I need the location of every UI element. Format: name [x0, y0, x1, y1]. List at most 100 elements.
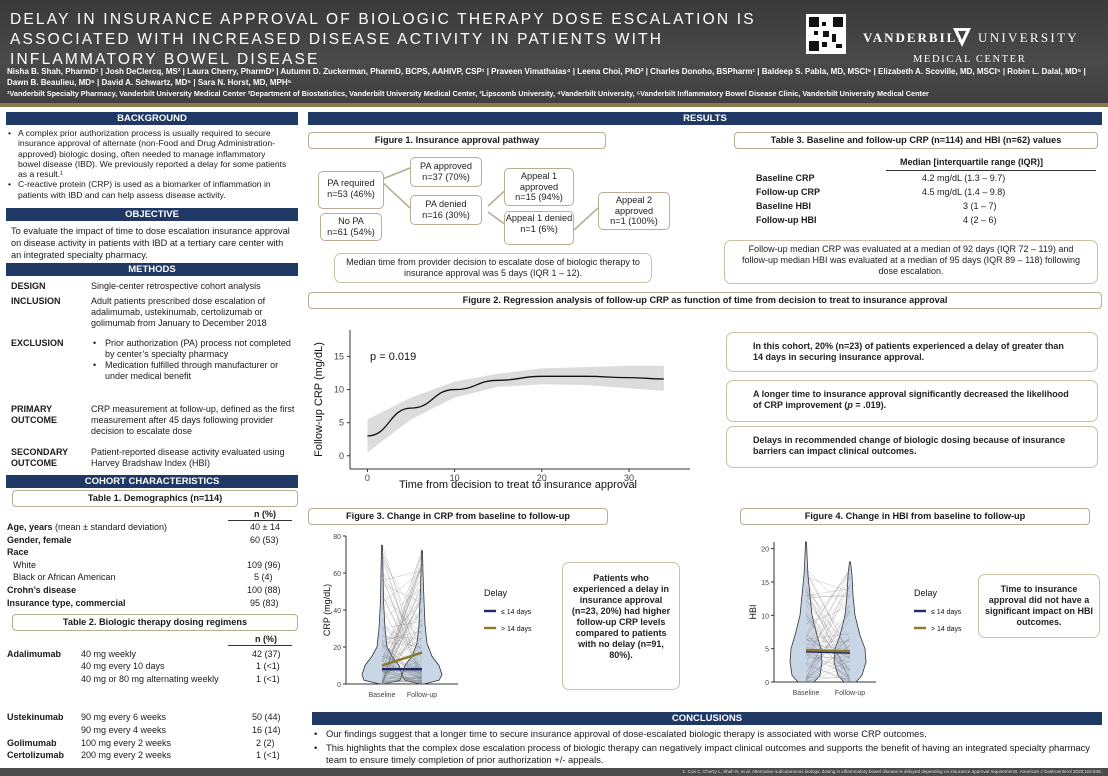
table2-col-header: n (%) [255, 634, 277, 644]
regimen-value: 50 (44) [252, 712, 281, 722]
ustekinumab-label: Ustekinumab [7, 712, 64, 722]
exclusion-list: Prior authorization (PA) process not com… [91, 338, 294, 382]
gender-value: 60 (53) [250, 535, 279, 545]
section-objective-header: OBJECTIVE [6, 208, 298, 221]
patient-line [381, 589, 423, 643]
y-tick-label: 60 [333, 571, 341, 578]
table3-row-value: 4.5 mg/dL (1.4 – 9.8) [922, 187, 1006, 197]
gender-label: Gender, female [7, 535, 72, 545]
patient-line [805, 656, 851, 659]
y-tick-label: 10 [334, 385, 344, 395]
x-tick-label: Follow-up [835, 690, 865, 697]
figure3-title: Figure 3. Change in CRP from baseline to… [308, 508, 608, 525]
patient-line [381, 637, 423, 667]
inclusion-label: INCLUSION [11, 296, 61, 306]
y-tick-label: 20 [761, 547, 769, 554]
x-axis-label: Time from decision to treat to insurance… [399, 479, 637, 491]
table3-rule [886, 170, 1096, 171]
figure2-title: Figure 2. Regression analysis of follow-… [308, 292, 1102, 309]
table1-row-age: Age, years (mean ± standard deviation) [7, 522, 167, 533]
figure3-chart: 0 20 40 60 80 Baseline Follow-up CRP (mg/dL) Del… [322, 534, 532, 699]
patient-line [381, 564, 423, 662]
table3-title: Table 3. Baseline and follow-up CRP (n=1… [734, 132, 1098, 149]
regimen: 200 mg every 2 weeks [81, 750, 172, 760]
regimen-value: 16 (14) [252, 725, 281, 735]
patient-line [381, 671, 423, 685]
patient-line [805, 656, 851, 679]
x-tick-label: Baseline [369, 692, 396, 699]
conclusions-list: Our findings suggest that a longer time … [312, 728, 1102, 766]
figure3-callout: Patients who experienced a delay in insu… [562, 562, 680, 690]
patient-line [805, 594, 851, 599]
patient-line [805, 614, 851, 672]
inclusion-text: Adult patients prescribed dose escalatio… [91, 296, 267, 328]
patient-line [805, 576, 851, 680]
patient-line [805, 610, 851, 677]
flow-count: n=61 (54%) [327, 226, 375, 237]
primary-outcome-label: PRIMARY OUTCOME [11, 404, 57, 426]
table3-row-label: Baseline CRP [756, 173, 815, 183]
primary-label-line: OUTCOME [11, 415, 57, 425]
objective-text: To evaluate the impact of time to dose e… [11, 226, 290, 260]
patient-line [805, 654, 851, 677]
p-value-label: p = 0.019 [370, 351, 416, 363]
flow-count: n=16 (30%) [422, 209, 470, 220]
y-tick-label: 0 [339, 451, 344, 461]
patient-line [805, 586, 851, 655]
patient-line [381, 596, 423, 635]
patient-line [805, 654, 851, 671]
patient-line [381, 645, 423, 684]
secondary-outcome-label: SECONDARY OUTCOME [11, 447, 68, 469]
certolizumab-label: Certolizumab [7, 750, 65, 760]
poster-title: DELAY IN INSURANCE APPROVAL OF BIOLOGIC … [10, 11, 756, 68]
section-background-header: BACKGROUND [6, 112, 298, 125]
insurance-label: Insurance type, commercial [7, 598, 126, 608]
poster-header: DELAY IN INSURANCE APPROVAL OF BIOLOGIC … [0, 0, 1108, 103]
patient-line [805, 599, 851, 656]
patient-line [805, 591, 851, 638]
crohns-value: 100 (88) [247, 585, 281, 595]
white-value: 109 (96) [247, 560, 281, 570]
y-tick-label: 0 [337, 682, 341, 689]
table3-col-header: Median [interquartile range (IQR)] [900, 157, 1044, 167]
figure4-chart: 0 5 10 15 20 Baseline Follow-up HBI Delay ≤ 14 da… [748, 541, 962, 697]
patient-line [805, 665, 851, 683]
patient-line [381, 669, 423, 683]
callout2-p: p [847, 400, 853, 410]
regimen-value: 2 (2) [256, 738, 275, 748]
exclusion-bullet: Prior authorization (PA) process not com… [91, 338, 294, 360]
legend-label-le14: ≤ 14 days [501, 609, 532, 616]
table1-title: Table 1. Demographics (n=114) [12, 490, 298, 507]
patient-line [805, 584, 851, 680]
table3-note: Follow-up median CRP was evaluated at a … [724, 240, 1098, 284]
regimen: 90 mg every 6 weeks [81, 712, 167, 722]
regimen: 40 mg weekly [81, 649, 137, 659]
patient-line [381, 583, 423, 603]
flow-label: Appeal 2 approved [614, 195, 654, 216]
regimen-value: 42 (37) [252, 649, 281, 659]
patient-line [381, 552, 423, 684]
y-tick-label: 40 [333, 608, 341, 615]
qr-code-icon [806, 14, 846, 54]
figure2-callout-3: Delays in recommended change of biologic… [726, 426, 1098, 468]
patient-line [381, 634, 423, 649]
flow-label: PA required [327, 178, 375, 188]
patient-line [381, 595, 423, 674]
patient-line [805, 662, 851, 683]
patient-line [381, 596, 423, 683]
patient-line [805, 640, 851, 642]
x-tick-label: 20 [537, 473, 547, 483]
section-results-header: RESULTS [308, 112, 1102, 125]
y-axis-label: CRP (mg/dL) [322, 584, 332, 636]
table3-row-label: Follow-up HBI [756, 215, 817, 225]
regimen: 90 mg every 4 weeks [81, 725, 167, 735]
section-conclusions-header: CONCLUSIONS [312, 712, 1102, 725]
flow-label: PA denied [425, 199, 467, 209]
flow-count: n=1 (6%) [520, 223, 558, 234]
patient-line [805, 638, 851, 659]
conclusion-bullet: Our findings suggest that a longer time … [312, 728, 1102, 740]
figure2-callout-2: A longer time to insurance approval sign… [726, 380, 1098, 422]
flow-label: Appeal 1 denied [505, 213, 573, 223]
patient-line [381, 571, 423, 604]
patient-line [805, 637, 851, 682]
